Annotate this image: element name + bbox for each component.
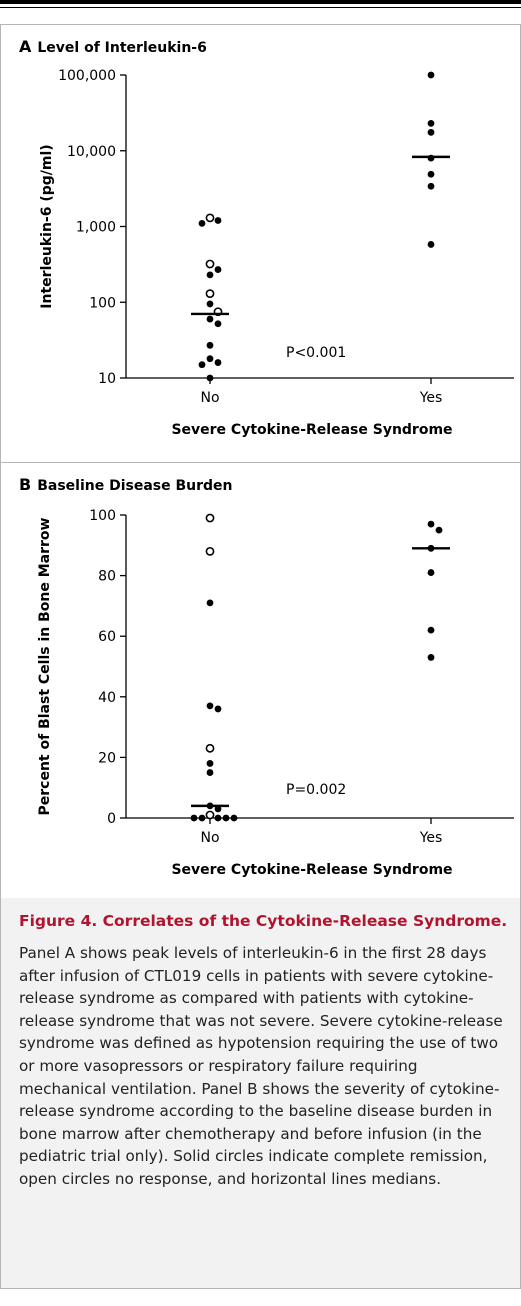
chart-b-svg: 0 20 40 60 80 100 No Yes Severe Cytokine-Release… bbox=[37, 508, 514, 878]
panel-b: B Baseline Disease Burden 0 20 40 60 80 100 No Y… bbox=[0, 462, 521, 900]
top-rule bbox=[0, 0, 521, 4]
data-point-solid bbox=[214, 266, 222, 273]
data-point-solid bbox=[198, 219, 206, 227]
data-point-open bbox=[205, 513, 215, 523]
data-point-solid bbox=[206, 315, 214, 323]
data-point-open bbox=[205, 810, 215, 820]
data-point-solid bbox=[206, 271, 214, 279]
panel-a-title-text: Level of Interleukin-6 bbox=[37, 40, 207, 56]
data-point-solid bbox=[427, 128, 435, 136]
y-tick-label: 60 bbox=[98, 629, 116, 645]
data-point-solid bbox=[198, 814, 206, 822]
p-value-annotation: P<0.001 bbox=[286, 345, 346, 361]
data-point-solid bbox=[206, 769, 214, 776]
y-tick-label: 100 bbox=[89, 508, 116, 524]
data-point-solid bbox=[230, 814, 238, 822]
data-point-solid bbox=[198, 361, 206, 369]
data-point-solid bbox=[214, 814, 222, 822]
data-point-open bbox=[205, 743, 215, 753]
data-point-open bbox=[205, 259, 215, 269]
top-thin-rule bbox=[0, 7, 521, 8]
data-point-open bbox=[205, 289, 215, 299]
figure-caption: Figure 4. Correlates of the Cytokine-Rel… bbox=[0, 898, 521, 1289]
x-tick-label: No bbox=[200, 830, 219, 846]
data-point-open bbox=[205, 213, 215, 223]
data-point-solid bbox=[190, 814, 198, 822]
data-point-solid bbox=[206, 702, 214, 710]
data-point-solid bbox=[214, 359, 222, 366]
y-tick-label: 20 bbox=[98, 750, 116, 766]
x-tick-label: No bbox=[200, 390, 219, 406]
data-point-solid bbox=[214, 805, 222, 813]
data-point-solid bbox=[206, 374, 214, 382]
y-axis-title: Interleukin-6 (pg/ml) bbox=[39, 144, 55, 308]
y-tick-label: 10 bbox=[98, 371, 116, 387]
y-tick-label: 40 bbox=[98, 690, 116, 706]
data-point-solid bbox=[427, 520, 435, 528]
y-axis-title: Percent of Blast Cells in Bone Marrow bbox=[37, 517, 53, 815]
panel-b-title-text: Baseline Disease Burden bbox=[37, 478, 233, 494]
data-point-solid bbox=[214, 705, 222, 713]
data-point-solid bbox=[214, 217, 222, 224]
data-point-solid bbox=[427, 170, 435, 178]
y-tick-label: 100,000 bbox=[58, 68, 116, 84]
data-point-solid bbox=[214, 320, 222, 328]
data-point-solid bbox=[435, 526, 443, 534]
data-point-solid bbox=[427, 71, 435, 79]
data-point-solid bbox=[206, 760, 214, 767]
x-axis-title: Severe Cytokine-Release Syndrome bbox=[171, 862, 452, 878]
caption-title: Figure 4. Correlates of the Cytokine-Rel… bbox=[19, 912, 508, 930]
data-point-solid bbox=[206, 300, 214, 308]
panel-b-title: B Baseline Disease Burden bbox=[19, 475, 233, 494]
data-point-solid bbox=[427, 569, 435, 576]
y-tick-label: 80 bbox=[98, 569, 116, 585]
panel-a-title: A Level of Interleukin-6 bbox=[19, 37, 207, 56]
data-point-solid bbox=[222, 814, 230, 822]
p-value-annotation: P=0.002 bbox=[286, 782, 346, 798]
y-tick-label: 10,000 bbox=[67, 144, 116, 160]
panel-a: A Level of Interleukin-6 10 100 1,000 10,000… bbox=[0, 24, 521, 464]
data-point-solid bbox=[427, 241, 435, 248]
y-tick-label: 0 bbox=[107, 811, 116, 827]
data-point-solid bbox=[427, 654, 435, 661]
data-point-solid bbox=[206, 341, 214, 349]
data-point-solid bbox=[206, 599, 214, 607]
y-tick-label: 1,000 bbox=[76, 220, 116, 236]
data-point-solid bbox=[206, 355, 214, 363]
data-point-open bbox=[205, 546, 215, 556]
panel-b-letter: B bbox=[19, 475, 32, 494]
x-tick-label: Yes bbox=[419, 390, 443, 406]
data-point-solid bbox=[427, 119, 435, 127]
x-axis-title: Severe Cytokine-Release Syndrome bbox=[171, 422, 452, 438]
chart-a-svg: 10 100 1,000 10,000 100,000 No Yes Severe Cytok… bbox=[39, 68, 514, 438]
data-point-solid bbox=[427, 182, 435, 190]
panel-a-letter: A bbox=[19, 37, 32, 56]
caption-text: Panel A shows peak levels of interleukin… bbox=[19, 944, 503, 1188]
x-tick-label: Yes bbox=[419, 830, 443, 846]
y-tick-label: 100 bbox=[89, 295, 116, 311]
data-point-solid bbox=[427, 626, 435, 634]
